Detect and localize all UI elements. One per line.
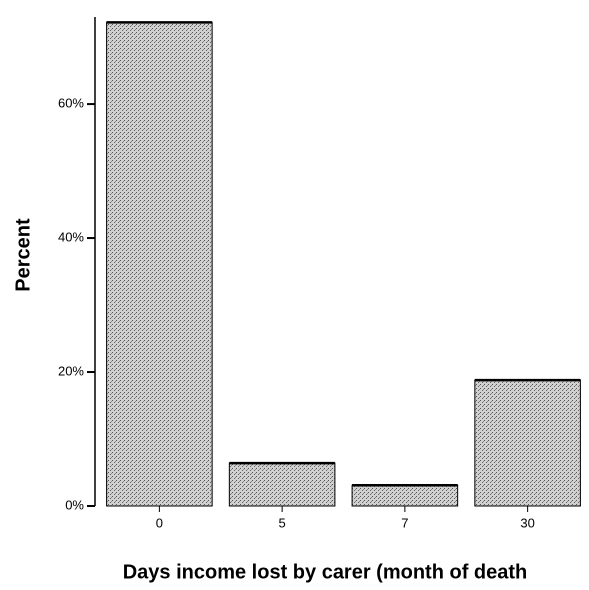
y-tick-label: 0%: [65, 497, 84, 512]
y-tick-label: 60%: [58, 96, 84, 111]
bar: [228, 462, 336, 507]
x-axis-title: Days income lost by carer (month of deat…: [123, 561, 528, 583]
bar: [351, 484, 459, 507]
x-tick-label: 0: [156, 515, 163, 530]
y-tick-label: 40%: [58, 229, 84, 244]
x-tick-label: 5: [279, 515, 286, 530]
x-tick-label: 7: [401, 515, 408, 530]
bar: [106, 21, 213, 507]
x-tick-label: 30: [520, 515, 534, 530]
y-tick-label: 20%: [58, 363, 84, 378]
y-axis-title: Percent: [12, 218, 34, 292]
bar: [474, 379, 581, 507]
